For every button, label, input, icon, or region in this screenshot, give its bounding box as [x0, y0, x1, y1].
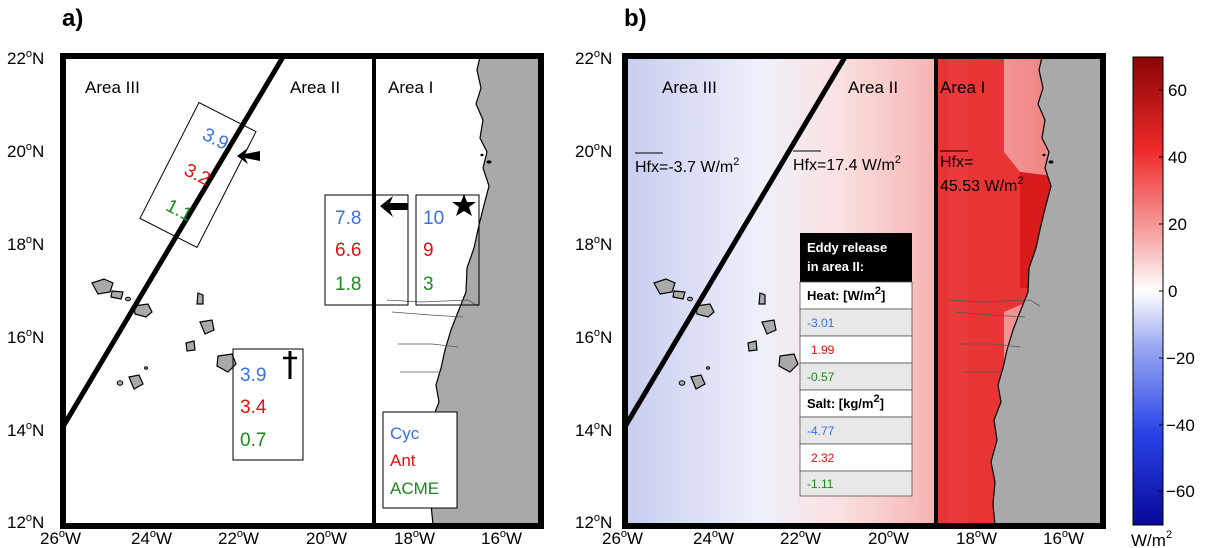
- area1-cyc: 10: [423, 208, 444, 229]
- panel-b: b) Area III Area II Area I Hfx=-3.7 W/m2…: [575, 5, 1107, 548]
- svg-text:Hfx=: Hfx=: [940, 154, 973, 171]
- panel-a: a) Area III Area II Area I 3.9 3.2 1.1 7…: [7, 5, 545, 548]
- salt-acme: -1.11: [807, 477, 834, 491]
- svg-text:22oW: 22oW: [218, 528, 259, 548]
- area-iii-label: Area III: [85, 78, 140, 97]
- svg-text:16oN: 16oN: [7, 327, 44, 347]
- area2-acme: 1.8: [335, 274, 361, 295]
- svg-text:20oW: 20oW: [306, 528, 347, 548]
- colorbar-tick: 20: [1168, 215, 1187, 234]
- area2-ant: 6.6: [335, 240, 361, 261]
- svg-text:20oN: 20oN: [575, 141, 612, 161]
- area-boundary-diagonal: [61, 55, 286, 427]
- colorbar-tick: 60: [1168, 81, 1187, 100]
- table-header: [800, 233, 912, 282]
- area1-acme: 3: [423, 274, 434, 295]
- area2-box: [324, 194, 409, 306]
- area1-box: [415, 194, 480, 306]
- panel-a-lat-ticks: 22oN 20oN 18oN 16oN 14oN 12oN: [7, 48, 44, 532]
- area2-cyc: 7.8: [335, 208, 361, 229]
- legend-ant: Ant: [390, 451, 416, 470]
- legend-acme: ACME: [390, 479, 439, 498]
- svg-text:18oW: 18oW: [956, 528, 997, 548]
- south-ant: 3.4: [240, 397, 267, 418]
- area-boundary-diagonal: [623, 55, 848, 427]
- svg-text:18oN: 18oN: [7, 234, 44, 254]
- star-icon: [452, 194, 476, 216]
- svg-text:20oW: 20oW: [868, 528, 909, 548]
- svg-text:in area II:: in area II:: [807, 259, 864, 274]
- svg-text:26oW: 26oW: [602, 528, 643, 548]
- dagger-icon: [283, 351, 297, 379]
- area-i-label: Area I: [940, 78, 985, 97]
- salt-ant: 2.32: [811, 451, 835, 465]
- legend-box: [382, 411, 458, 509]
- arrow-left-icon: [237, 148, 260, 164]
- svg-text:14oN: 14oN: [575, 420, 612, 440]
- hfx-area1: Hfx= 45.53 W/m2: [940, 150, 1023, 195]
- colorbar-tick: −20: [1166, 349, 1195, 368]
- area-iii-label: Area III: [662, 78, 717, 97]
- svg-text:16oW: 16oW: [1043, 528, 1084, 548]
- svg-text:18oW: 18oW: [394, 528, 435, 548]
- colorbar-tick: −60: [1166, 482, 1195, 501]
- svg-text:16oW: 16oW: [481, 528, 522, 548]
- legend-cyc: Cyc: [390, 424, 420, 443]
- svg-text:20oN: 20oN: [7, 141, 44, 161]
- hfx-area2: Hfx=17.4 W/m2: [793, 150, 901, 174]
- hfx-area3: Hfx=-3.7 W/m2: [635, 152, 739, 176]
- colorbar-tick: 0: [1168, 282, 1177, 301]
- panel-b-lon-ticks: 26oW 24oW 22oW 20oW 18oW 16oW: [602, 528, 1084, 548]
- svg-text:12oN: 12oN: [7, 512, 44, 532]
- area1-ant: 9: [423, 240, 434, 261]
- svg-text:Hfx=17.4 W/m2: Hfx=17.4 W/m2: [793, 154, 901, 174]
- colorbar: 60 40 20 0 −20 −40 −60 W/m2: [1131, 56, 1195, 548]
- heat-cyc: -3.01: [807, 316, 835, 330]
- svg-text:22oW: 22oW: [780, 528, 821, 548]
- area-i-label: Area I: [388, 78, 433, 97]
- salt-cyc: -4.77: [807, 424, 835, 438]
- panel-b-lat-ticks: 22oN 20oN 18oN 16oN 14oN 12oN: [575, 48, 612, 532]
- svg-text:24oW: 24oW: [693, 528, 734, 548]
- svg-text:22oN: 22oN: [575, 48, 612, 68]
- svg-text:26oW: 26oW: [40, 528, 81, 548]
- svg-text:45.53 W/m2: 45.53 W/m2: [940, 175, 1023, 195]
- south-box: [232, 348, 304, 461]
- svg-text:12oN: 12oN: [575, 512, 612, 532]
- area-ii-label: Area II: [848, 78, 898, 97]
- south-cyc: 3.9: [240, 365, 266, 386]
- heat-label: Heat: [W/m2]: [807, 285, 885, 303]
- south-acme: 0.7: [240, 430, 266, 451]
- heat-ant: 1.99: [811, 343, 835, 357]
- colorbar-unit: W/m2: [1131, 529, 1172, 548]
- svg-text:18oN: 18oN: [575, 234, 612, 254]
- panel-a-map: [59, 52, 545, 530]
- area-ii-label: Area II: [290, 78, 340, 97]
- heat-acme: -0.57: [807, 370, 835, 384]
- svg-text:Hfx=-3.7 W/m2: Hfx=-3.7 W/m2: [635, 156, 739, 176]
- arrow-left-icon: [380, 196, 408, 217]
- colorbar-tick: −40: [1166, 416, 1195, 435]
- eddy-release-table: Eddy release in area II: Heat: [W/m2] -3…: [799, 233, 913, 497]
- panel-b-label: b): [624, 5, 647, 32]
- svg-text:14oN: 14oN: [7, 420, 44, 440]
- svg-text:Eddy release: Eddy release: [807, 240, 887, 255]
- colorbar-tick: 40: [1168, 148, 1187, 167]
- salt-label: Salt: [kg/m2]: [807, 393, 884, 411]
- panel-a-label: a): [62, 5, 83, 32]
- panel-a-lon-ticks: 26oW 24oW 22oW 20oW 18oW 16oW: [40, 528, 522, 548]
- svg-text:16oN: 16oN: [575, 327, 612, 347]
- svg-text:24oW: 24oW: [131, 528, 172, 548]
- svg-text:22oN: 22oN: [7, 48, 44, 68]
